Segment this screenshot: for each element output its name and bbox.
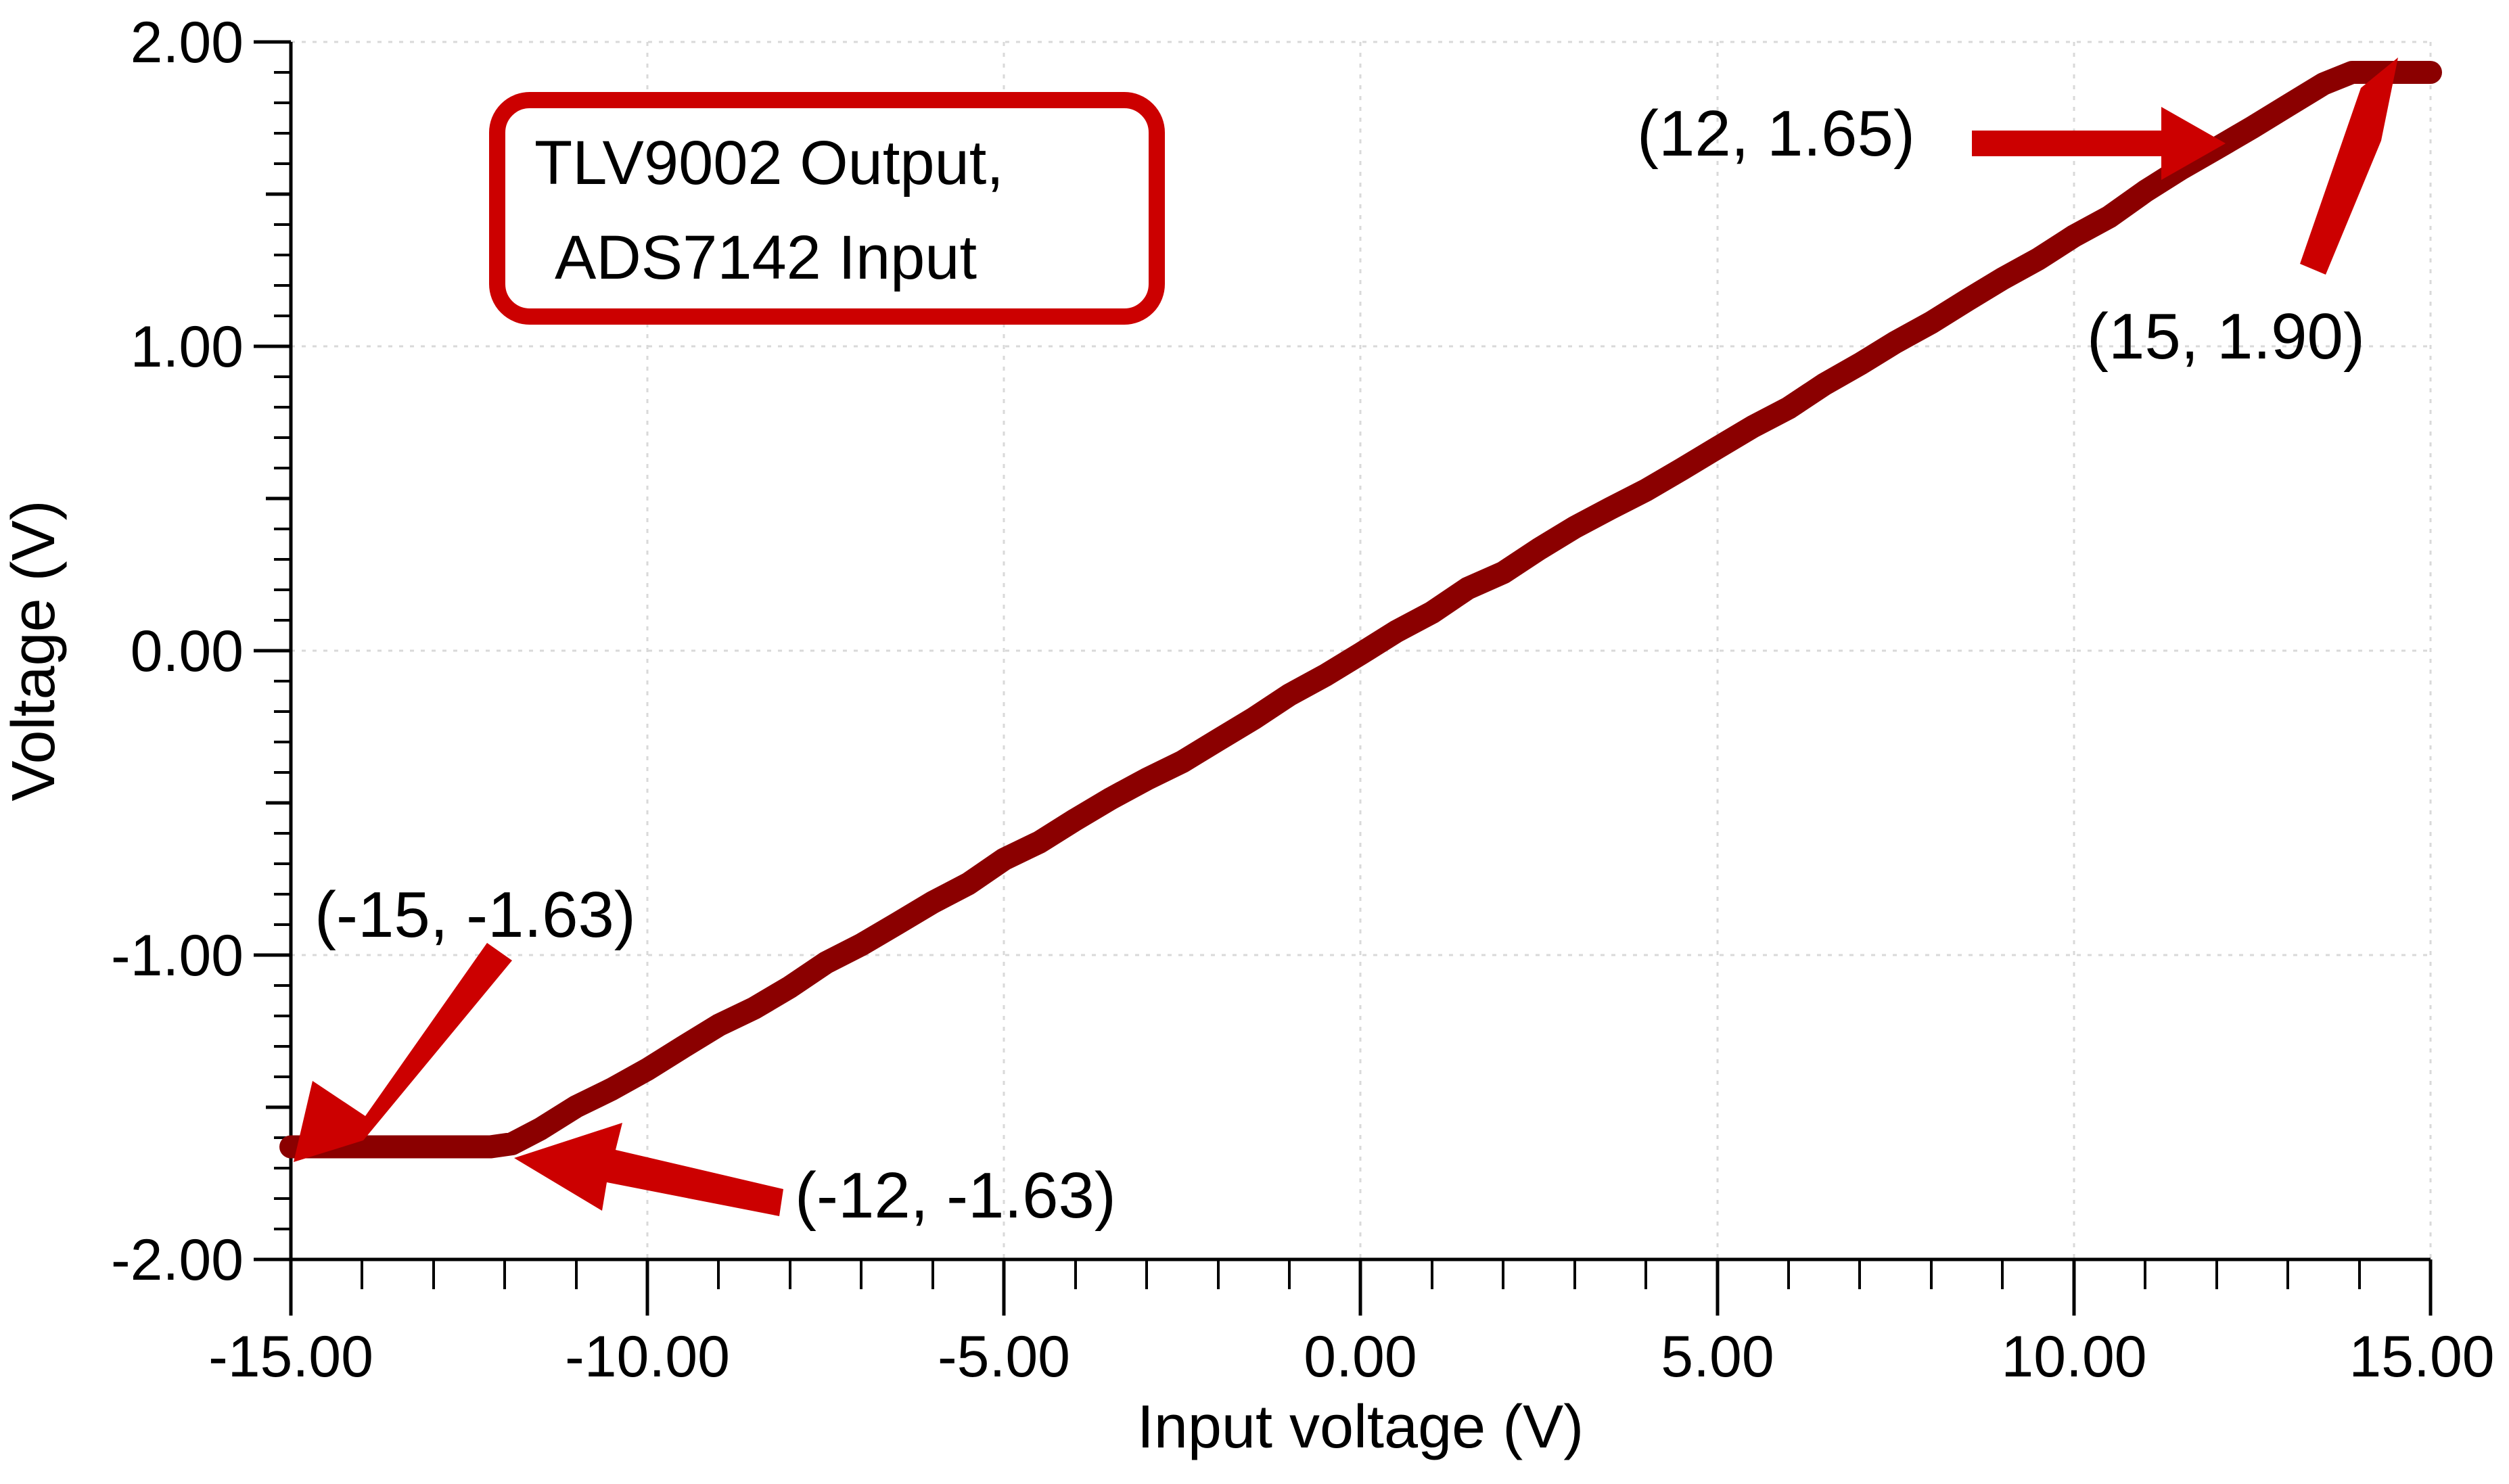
y-tick-label-neg1: -1.00 xyxy=(111,923,244,988)
arrow-shape-pos15 xyxy=(2300,57,2398,275)
x-tick-label-10: 10.00 xyxy=(2001,1324,2146,1389)
x-axis-ticks xyxy=(289,1259,2433,1316)
arrow-shape-neg12 xyxy=(514,1123,783,1216)
callout-line-1: TLV9002 Output, xyxy=(534,129,1004,198)
x-tick-label-neg10: -10.00 xyxy=(565,1324,730,1389)
annotation-arrow-pos15 xyxy=(2300,57,2398,275)
arrow-shape-pos12 xyxy=(1972,107,2226,180)
x-tick-label-0: 0.00 xyxy=(1304,1324,1417,1389)
y-axis-title: Voltage (V) xyxy=(0,500,68,801)
y-tick-label-0: 0.00 xyxy=(131,619,244,684)
y-axis-ticks xyxy=(254,40,291,1261)
y-tick-label-2: 2.00 xyxy=(131,10,244,75)
annotation-label-neg15: (-15, -1.63) xyxy=(315,879,636,951)
callout-box: TLV9002 Output, ADS7142 Input xyxy=(489,92,1165,325)
annotation-arrow-pos12 xyxy=(1972,107,2226,180)
x-tick-label-neg5: -5.00 xyxy=(938,1324,1070,1389)
annotation-label-pos15: (15, 1.90) xyxy=(2087,300,2365,373)
x-axis-title: Input voltage (V) xyxy=(1137,1393,1584,1461)
x-tick-labels: -15.00 -10.00 -5.00 0.00 5.00 10.00 15.0… xyxy=(208,1324,2495,1389)
y-tick-label-neg2: -2.00 xyxy=(111,1228,244,1293)
x-tick-label-5: 5.00 xyxy=(1661,1324,1774,1389)
annotation-label-neg12: (-12, -1.63) xyxy=(795,1159,1116,1232)
arrow-shape-neg15 xyxy=(294,943,512,1162)
callout-box-border xyxy=(489,92,1165,325)
callout-line-2: ADS7142 Input xyxy=(555,223,977,292)
y-tick-label-1: 1.00 xyxy=(131,315,244,379)
y-tick-labels: 2.00 1.00 0.00 -1.00 -2.00 xyxy=(111,10,244,1293)
annotation-arrow-neg15 xyxy=(294,943,512,1162)
annotation-label-pos12: (12, 1.65) xyxy=(1637,97,1915,170)
data-series-group xyxy=(279,61,2442,1159)
x-tick-label-15: 15.00 xyxy=(2349,1324,2494,1389)
x-tick-label-neg15: -15.00 xyxy=(208,1324,373,1389)
annotation-arrow-neg12 xyxy=(514,1123,783,1216)
data-trace-tlv9002 xyxy=(279,61,2442,1159)
